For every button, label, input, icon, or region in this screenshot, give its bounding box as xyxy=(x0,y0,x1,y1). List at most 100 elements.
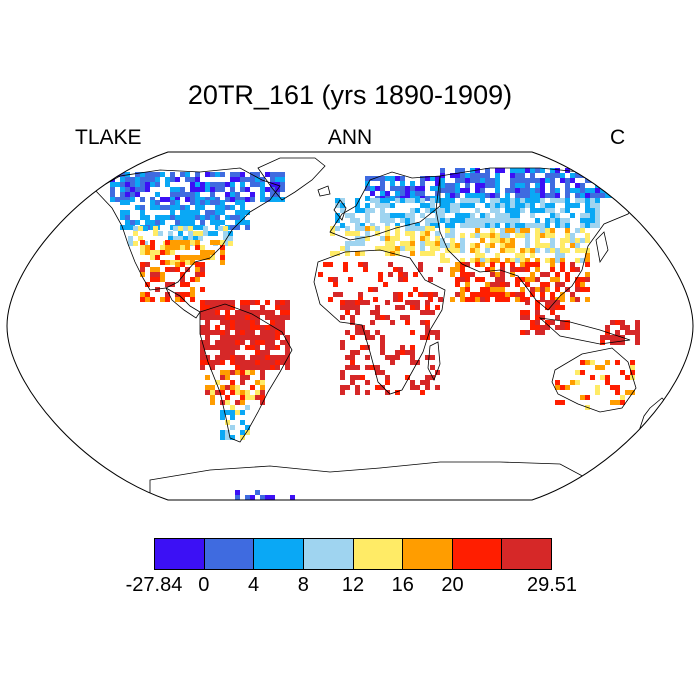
grid-cell xyxy=(240,390,245,395)
grid-cell xyxy=(398,297,403,302)
grid-cell xyxy=(205,315,210,320)
grid-cell xyxy=(435,213,440,218)
grid-cell xyxy=(595,178,600,183)
grid-cell xyxy=(545,193,550,198)
grid-cell xyxy=(540,193,545,198)
grid-cell xyxy=(495,218,500,223)
grid-cell xyxy=(205,305,210,310)
grid-cell xyxy=(495,173,500,178)
grid-cell xyxy=(420,390,425,395)
grid-cell xyxy=(555,277,560,282)
grid-cell xyxy=(625,375,630,380)
grid-cell xyxy=(265,360,270,365)
grid-cell xyxy=(345,241,350,246)
coast-south-america xyxy=(199,303,293,443)
grid-cell xyxy=(435,305,440,310)
grid-cell xyxy=(395,390,400,395)
grid-cell xyxy=(580,258,585,263)
grid-cell xyxy=(500,198,505,203)
grid-cell xyxy=(215,360,220,365)
grid-cell xyxy=(175,215,180,220)
grid-cell xyxy=(485,248,490,253)
grid-cell xyxy=(545,243,550,248)
grid-cell xyxy=(505,238,510,243)
grid-cell xyxy=(240,172,245,177)
grid-cell xyxy=(415,186,420,191)
grid-cell xyxy=(255,177,260,182)
grid-cell xyxy=(365,181,370,186)
grid-cell xyxy=(155,277,160,282)
grid-cell xyxy=(200,310,205,315)
grid-cell xyxy=(190,177,195,182)
grid-cell xyxy=(430,198,435,203)
grid-cell xyxy=(245,187,250,192)
grid-cell xyxy=(318,272,323,277)
grid-cell xyxy=(535,193,540,198)
grid-cell xyxy=(455,193,460,198)
grid-cell xyxy=(380,370,385,375)
grid-cell xyxy=(580,223,585,228)
grid-cell xyxy=(360,223,365,228)
grid-cell xyxy=(240,197,245,202)
grid-cell xyxy=(555,325,560,330)
grid-cell xyxy=(510,267,515,272)
grid-cell xyxy=(170,225,175,230)
grid-cell xyxy=(535,330,540,335)
grid-cell xyxy=(520,262,525,267)
grid-cell xyxy=(470,203,475,208)
grid-cell xyxy=(460,248,465,253)
grid-cell xyxy=(615,400,620,405)
grid-cell xyxy=(460,223,465,228)
grid-cell xyxy=(575,228,580,233)
grid-cell xyxy=(215,380,220,385)
grid-cell xyxy=(440,258,445,263)
grid-cell xyxy=(355,350,360,355)
grid-cell xyxy=(465,297,470,302)
grid-cell xyxy=(545,223,550,228)
grid-cell xyxy=(110,192,115,197)
grid-cell xyxy=(120,197,125,202)
grid-cell xyxy=(630,188,635,193)
grid-cell xyxy=(490,218,495,223)
grid-cell xyxy=(515,233,520,238)
grid-cell xyxy=(570,178,575,183)
grid-cell xyxy=(540,243,545,248)
grid-cell xyxy=(475,243,480,248)
grid-cell xyxy=(240,360,245,365)
grid-cell xyxy=(423,292,428,297)
grid-cell xyxy=(345,213,350,218)
grid-cell xyxy=(470,243,475,248)
grid-cell xyxy=(430,365,435,370)
grid-cell xyxy=(190,240,195,245)
grid-cell xyxy=(530,203,535,208)
grid-cell xyxy=(440,168,445,173)
grid-cell xyxy=(560,218,565,223)
grid-cell xyxy=(565,198,570,203)
grid-cell xyxy=(345,385,350,390)
grid-cell xyxy=(435,218,440,223)
grid-cell xyxy=(385,223,390,228)
grid-cell xyxy=(435,231,440,236)
grid-cell xyxy=(515,193,520,198)
grid-cell xyxy=(140,250,145,255)
grid-cell xyxy=(445,193,450,198)
grid-cell xyxy=(570,188,575,193)
grid-cell xyxy=(400,198,405,203)
grid-cell xyxy=(425,236,430,241)
grid-cell xyxy=(260,385,265,390)
grid-cell xyxy=(550,228,555,233)
grid-cell xyxy=(530,213,535,218)
grid-cell xyxy=(590,188,595,193)
grid-cell xyxy=(540,228,545,233)
grid-cell xyxy=(220,182,225,187)
grid-cell xyxy=(173,226,178,231)
grid-cell xyxy=(380,176,385,181)
grid-cell xyxy=(475,228,480,233)
grid-cell xyxy=(385,246,390,251)
grid-cell xyxy=(595,193,600,198)
grid-cell xyxy=(265,172,270,177)
grid-cell xyxy=(465,272,470,277)
grid-cell xyxy=(490,238,495,243)
grid-cell xyxy=(480,262,485,267)
grid-cell xyxy=(135,220,140,225)
